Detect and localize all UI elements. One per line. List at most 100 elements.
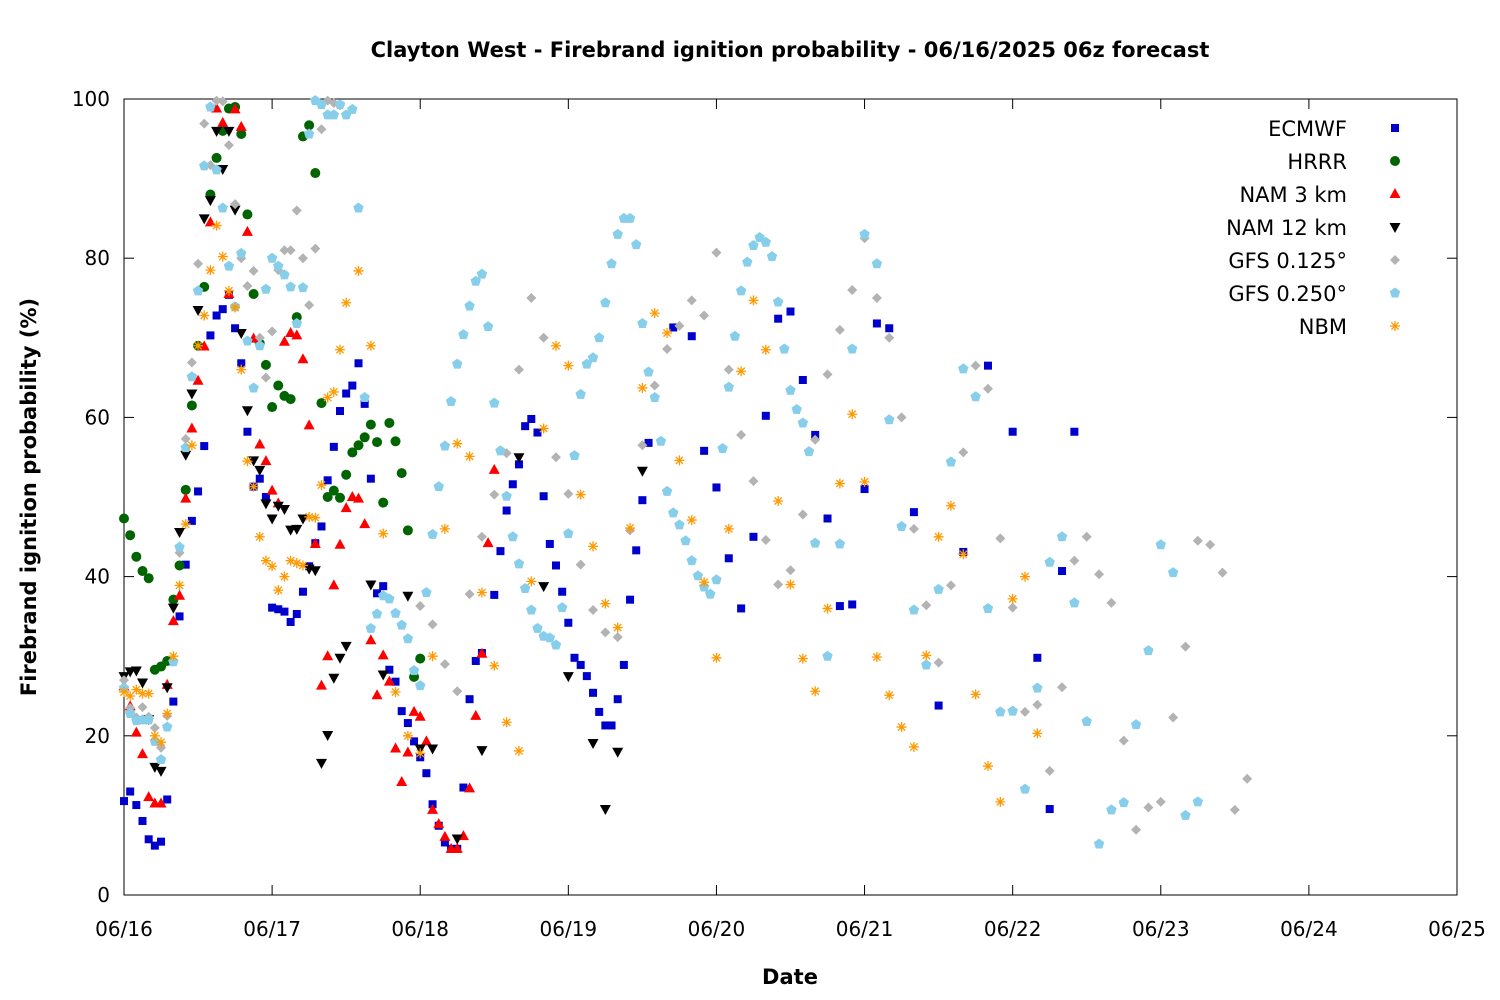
- data-point: [1081, 531, 1092, 542]
- data-point: [835, 602, 844, 611]
- data-point: [884, 332, 895, 343]
- data-point: [1032, 728, 1043, 739]
- data-point: [192, 374, 204, 385]
- data-point: [1020, 706, 1031, 717]
- data-point: [1058, 567, 1067, 576]
- data-point: [1131, 824, 1142, 835]
- data-point: [149, 762, 161, 773]
- legend-marker: [1391, 124, 1399, 132]
- data-point: [200, 442, 209, 451]
- data-point: [476, 746, 488, 757]
- data-point: [909, 508, 918, 517]
- data-point: [643, 366, 654, 377]
- data-point: [774, 314, 783, 323]
- data-point: [871, 258, 883, 269]
- data-point: [661, 485, 673, 496]
- data-point: [157, 837, 166, 846]
- data-point: [137, 688, 148, 699]
- data-point: [353, 440, 364, 451]
- data-point: [885, 324, 894, 333]
- data-point: [644, 438, 653, 447]
- data-point: [242, 209, 253, 220]
- legend-label: HRRR: [1287, 150, 1347, 174]
- data-point: [822, 603, 833, 614]
- data-point: [723, 364, 734, 375]
- data-point: [674, 320, 685, 331]
- data-point: [180, 519, 191, 530]
- data-point: [260, 455, 272, 466]
- data-point: [465, 695, 474, 704]
- data-point: [334, 344, 345, 355]
- data-point: [328, 673, 340, 684]
- data-point: [143, 573, 154, 584]
- data-point: [625, 523, 636, 534]
- data-point: [884, 690, 895, 701]
- data-point: [600, 598, 611, 609]
- data-point: [377, 649, 389, 660]
- data-point: [735, 285, 747, 296]
- data-point: [1081, 715, 1092, 726]
- data-point: [452, 358, 463, 369]
- data-point: [958, 363, 969, 374]
- data-point: [132, 801, 141, 810]
- data-point: [354, 359, 363, 368]
- data-point: [748, 295, 759, 306]
- data-point: [303, 128, 315, 139]
- data-point: [588, 541, 599, 552]
- legend-label: NAM 3 km: [1239, 183, 1347, 207]
- data-point: [871, 293, 882, 303]
- data-point: [502, 506, 511, 515]
- data-point: [464, 782, 476, 793]
- data-point: [1033, 653, 1042, 662]
- data-point: [945, 580, 956, 591]
- data-point: [359, 518, 371, 529]
- data-point: [556, 602, 568, 613]
- data-point: [1093, 838, 1105, 849]
- data-point: [982, 602, 994, 613]
- data-point: [452, 438, 463, 449]
- data-point: [180, 433, 191, 444]
- legend-marker: [1390, 255, 1400, 265]
- data-point: [1180, 641, 1191, 652]
- data-point: [359, 392, 370, 402]
- data-point: [587, 352, 599, 363]
- data-point: [310, 512, 321, 523]
- data-point: [686, 515, 697, 526]
- data-point: [687, 332, 696, 341]
- data-point: [544, 632, 556, 643]
- data-point: [174, 589, 186, 600]
- data-point: [217, 116, 229, 127]
- data-point: [291, 524, 303, 535]
- data-point: [212, 311, 221, 320]
- data-point: [785, 565, 796, 576]
- data-point: [285, 245, 296, 256]
- data-point: [328, 579, 340, 590]
- data-point: [199, 118, 210, 129]
- legend-label: ECMWF: [1268, 117, 1347, 141]
- data-point: [736, 429, 747, 440]
- data-point: [167, 603, 179, 614]
- legend-label: GFS 0.125°: [1228, 249, 1347, 273]
- data-point: [303, 419, 315, 430]
- data-point: [1217, 567, 1228, 578]
- data-point: [779, 343, 790, 354]
- data-point: [600, 297, 611, 308]
- data-point: [686, 555, 697, 566]
- data-point: [464, 589, 475, 600]
- data-point: [163, 795, 172, 804]
- data-point: [1007, 705, 1018, 716]
- data-point: [476, 268, 488, 279]
- data-point: [896, 722, 907, 733]
- data-point: [217, 202, 228, 213]
- data-point: [322, 650, 334, 661]
- data-point: [279, 269, 290, 280]
- data-point: [396, 468, 407, 479]
- data-point: [385, 665, 394, 674]
- legend-marker: [1389, 188, 1401, 198]
- data-point: [686, 295, 697, 306]
- data-point: [408, 665, 420, 676]
- data-point: [575, 559, 586, 570]
- data-point: [260, 555, 271, 566]
- data-point: [563, 528, 574, 539]
- data-point: [1008, 427, 1017, 436]
